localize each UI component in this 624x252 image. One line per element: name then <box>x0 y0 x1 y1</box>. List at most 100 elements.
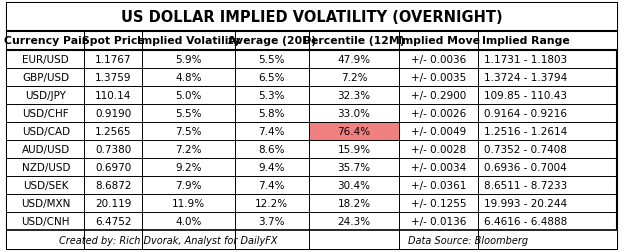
Text: +/- 0.0034: +/- 0.0034 <box>411 162 466 172</box>
Text: 7.5%: 7.5% <box>175 126 202 136</box>
Text: 8.6511 - 8.7233: 8.6511 - 8.7233 <box>484 180 567 190</box>
Bar <box>309 122 399 140</box>
Text: 8.6%: 8.6% <box>258 144 285 154</box>
Bar <box>399 176 478 194</box>
Bar <box>309 212 399 230</box>
Bar <box>478 104 573 122</box>
Bar <box>142 104 235 122</box>
Bar <box>7 158 84 176</box>
Bar <box>7 69 84 86</box>
Text: 19.993 - 20.244: 19.993 - 20.244 <box>484 198 567 208</box>
Text: +/- 0.1255: +/- 0.1255 <box>411 198 466 208</box>
Bar <box>84 86 142 104</box>
Text: 6.5%: 6.5% <box>258 73 285 82</box>
Text: USD/JPY: USD/JPY <box>26 90 66 100</box>
Text: NZD/USD: NZD/USD <box>22 162 70 172</box>
Text: 1.1767: 1.1767 <box>95 55 132 65</box>
Text: 8.6872: 8.6872 <box>95 180 132 190</box>
Bar <box>84 104 142 122</box>
Bar <box>235 140 309 158</box>
Bar <box>309 194 399 212</box>
Text: 35.7%: 35.7% <box>338 162 371 172</box>
Bar <box>84 69 142 86</box>
Bar <box>7 194 84 212</box>
Bar <box>309 69 399 86</box>
Bar <box>142 140 235 158</box>
Text: 7.2%: 7.2% <box>175 144 202 154</box>
Bar <box>7 176 84 194</box>
Bar <box>142 51 235 69</box>
Bar <box>478 51 573 69</box>
Bar <box>84 51 142 69</box>
Bar <box>399 51 478 69</box>
Text: 0.7352 - 0.7408: 0.7352 - 0.7408 <box>484 144 567 154</box>
Bar <box>7 32 617 51</box>
Text: 110.14: 110.14 <box>95 90 131 100</box>
Bar <box>235 158 309 176</box>
Bar <box>235 51 309 69</box>
Text: 7.4%: 7.4% <box>258 126 285 136</box>
Text: +/- 0.0028: +/- 0.0028 <box>411 144 466 154</box>
Text: USD/MXN: USD/MXN <box>21 198 71 208</box>
Text: USD/SEK: USD/SEK <box>23 180 69 190</box>
Bar <box>309 104 399 122</box>
Bar <box>235 176 309 194</box>
Text: 7.4%: 7.4% <box>258 180 285 190</box>
Text: Implied Range: Implied Range <box>482 36 569 46</box>
Text: 15.9%: 15.9% <box>338 144 371 154</box>
Text: 1.3724 - 1.3794: 1.3724 - 1.3794 <box>484 73 567 82</box>
Text: 30.4%: 30.4% <box>338 180 371 190</box>
Text: 1.3759: 1.3759 <box>95 73 132 82</box>
Bar <box>478 140 573 158</box>
Text: +/- 0.0035: +/- 0.0035 <box>411 73 466 82</box>
Text: +/- 0.0036: +/- 0.0036 <box>411 55 466 65</box>
Bar <box>7 122 84 140</box>
Text: +/- 0.0026: +/- 0.0026 <box>411 108 466 118</box>
Bar <box>142 212 235 230</box>
Bar <box>399 140 478 158</box>
Bar <box>399 122 478 140</box>
Bar <box>7 51 84 69</box>
Text: 24.3%: 24.3% <box>338 216 371 226</box>
Bar <box>7 4 617 32</box>
Bar <box>478 176 573 194</box>
Bar <box>399 194 478 212</box>
Text: 0.9190: 0.9190 <box>95 108 131 118</box>
Text: 0.7380: 0.7380 <box>95 144 131 154</box>
Bar <box>142 158 235 176</box>
Text: Percentile (12M): Percentile (12M) <box>303 36 405 46</box>
Bar <box>142 122 235 140</box>
Bar <box>84 212 142 230</box>
Bar <box>235 122 309 140</box>
Text: USD/CNH: USD/CNH <box>22 216 70 226</box>
Bar <box>142 86 235 104</box>
Text: Implied Move: Implied Move <box>397 36 480 46</box>
Bar <box>142 194 235 212</box>
Text: 0.6936 - 0.7004: 0.6936 - 0.7004 <box>484 162 567 172</box>
Text: Implied Volatility: Implied Volatility <box>137 36 240 46</box>
Text: Spot Price: Spot Price <box>82 36 145 46</box>
Text: +/- 0.2900: +/- 0.2900 <box>411 90 466 100</box>
Bar <box>309 140 399 158</box>
Text: 47.9%: 47.9% <box>338 55 371 65</box>
Bar <box>309 158 399 176</box>
Text: +/- 0.0049: +/- 0.0049 <box>411 126 466 136</box>
Text: USD/CAD: USD/CAD <box>22 126 70 136</box>
Text: 9.4%: 9.4% <box>258 162 285 172</box>
Bar <box>84 158 142 176</box>
Bar <box>399 69 478 86</box>
Bar <box>235 212 309 230</box>
Bar <box>309 51 399 69</box>
Text: 33.0%: 33.0% <box>338 108 371 118</box>
Bar <box>399 104 478 122</box>
Text: 5.8%: 5.8% <box>258 108 285 118</box>
Bar <box>478 212 573 230</box>
Bar <box>478 122 573 140</box>
Text: 11.9%: 11.9% <box>172 198 205 208</box>
Text: 9.2%: 9.2% <box>175 162 202 172</box>
Text: 6.4616 - 6.4888: 6.4616 - 6.4888 <box>484 216 567 226</box>
Bar <box>142 69 235 86</box>
Bar <box>235 104 309 122</box>
Text: 18.2%: 18.2% <box>338 198 371 208</box>
Bar <box>235 69 309 86</box>
